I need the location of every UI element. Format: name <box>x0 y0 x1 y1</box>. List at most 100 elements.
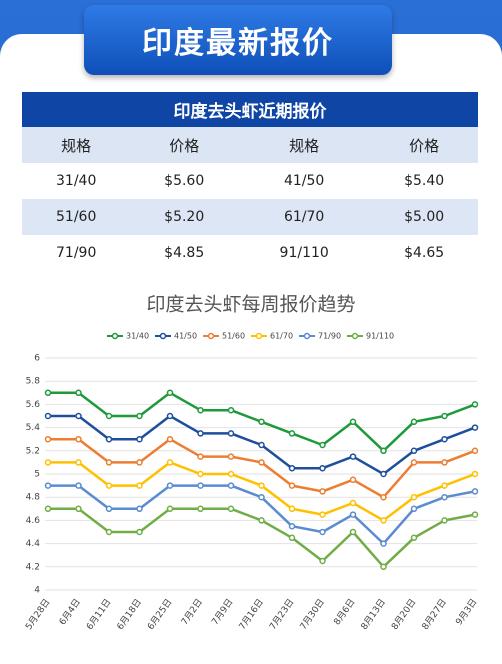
cell: $4.85 <box>164 245 205 261</box>
point <box>410 493 418 501</box>
legend-marker <box>351 332 359 340</box>
cell: 41/50 <box>283 173 325 189</box>
cell: $5.20 <box>130 199 239 235</box>
point <box>410 534 418 542</box>
point <box>105 482 113 489</box>
point <box>471 488 479 495</box>
point <box>258 517 265 524</box>
x-tick-label: 6月11日 <box>84 597 113 632</box>
point <box>75 482 82 489</box>
legend-marker <box>111 332 119 340</box>
legend-marker <box>255 332 263 340</box>
point <box>349 499 357 507</box>
x-tick-label: 5月28日 <box>23 597 52 632</box>
point <box>471 424 479 431</box>
y-tick-label: 4 <box>34 586 40 596</box>
y-tick-label: 5.4 <box>26 423 41 433</box>
point <box>258 441 265 449</box>
x-tick-label: 6月4日 <box>57 597 83 627</box>
point <box>471 470 479 478</box>
banner-title: 印度最新报价 <box>84 5 392 75</box>
point <box>136 459 143 466</box>
point <box>227 406 235 414</box>
y-tick-label: 4.2 <box>26 562 40 572</box>
cell: 31/40 <box>56 173 97 189</box>
cell: 71/90 <box>56 245 97 261</box>
point <box>349 476 357 484</box>
point <box>44 412 52 420</box>
point <box>441 493 448 501</box>
point <box>105 435 113 443</box>
point <box>258 482 265 489</box>
point <box>441 482 448 489</box>
point <box>319 528 326 536</box>
th: 规格 <box>238 127 371 163</box>
y-tick-label: 5 <box>34 470 40 480</box>
x-tick-label: 8月20日 <box>389 597 418 632</box>
point <box>44 435 52 443</box>
point <box>75 412 82 420</box>
legend-marker <box>159 332 167 340</box>
table-title: 印度去头虾近期报价 <box>22 92 478 127</box>
point <box>227 470 235 478</box>
point <box>288 482 296 489</box>
point <box>410 459 418 466</box>
point <box>166 505 174 513</box>
point <box>136 505 143 513</box>
legend-marker <box>303 332 311 340</box>
cell: $4.65 <box>404 245 445 261</box>
point <box>166 435 174 443</box>
point <box>227 453 235 460</box>
y-tick-label: 4.6 <box>26 516 41 526</box>
legend-label: 51/60 <box>222 332 245 341</box>
point <box>166 412 174 420</box>
point <box>75 505 82 513</box>
point <box>319 511 326 518</box>
point <box>410 505 418 513</box>
point <box>380 540 387 547</box>
x-tick-label: 6月25日 <box>145 597 174 632</box>
point <box>197 505 204 513</box>
point <box>288 522 296 530</box>
point <box>227 482 235 489</box>
y-tick-label: 4.8 <box>26 493 41 503</box>
x-tick-label: 6月18日 <box>115 597 144 632</box>
legend-label: 61/70 <box>270 332 293 341</box>
point <box>288 534 296 542</box>
x-tick-label: 7月2日 <box>179 597 205 627</box>
x-tick-label: 7月9日 <box>210 597 236 627</box>
point <box>349 511 357 518</box>
point <box>166 482 174 489</box>
point <box>471 511 479 518</box>
point <box>227 505 235 513</box>
th: 规格 <box>22 127 131 163</box>
point <box>441 412 448 420</box>
point <box>441 517 448 524</box>
point <box>380 563 387 571</box>
chart-title: 印度去头虾每周报价趋势 <box>146 294 355 316</box>
point <box>288 464 296 472</box>
x-tick-label: 8月27日 <box>420 597 449 632</box>
point <box>288 430 296 437</box>
x-tick-label: 7月23日 <box>267 597 296 632</box>
point <box>166 459 174 466</box>
point <box>136 435 143 443</box>
cell: 61/70 <box>238 199 371 235</box>
th: 价格 <box>130 127 239 163</box>
point <box>258 493 265 501</box>
point <box>166 389 174 397</box>
legend-label: 41/50 <box>174 332 197 341</box>
x-tick-label: 8月6日 <box>332 597 358 627</box>
cell: $5.40 <box>404 173 445 189</box>
point <box>349 453 357 460</box>
point <box>288 505 296 513</box>
point <box>410 418 418 426</box>
point <box>319 441 326 449</box>
point <box>105 459 113 466</box>
point <box>75 389 82 397</box>
y-tick-label: 5.8 <box>26 377 41 387</box>
y-tick-label: 6 <box>34 354 40 364</box>
price-table: 印度去头虾近期报价 规格 价格 规格 价格 31/40 $5.60 41/50 $5.40 … <box>22 92 478 271</box>
point <box>197 470 204 478</box>
